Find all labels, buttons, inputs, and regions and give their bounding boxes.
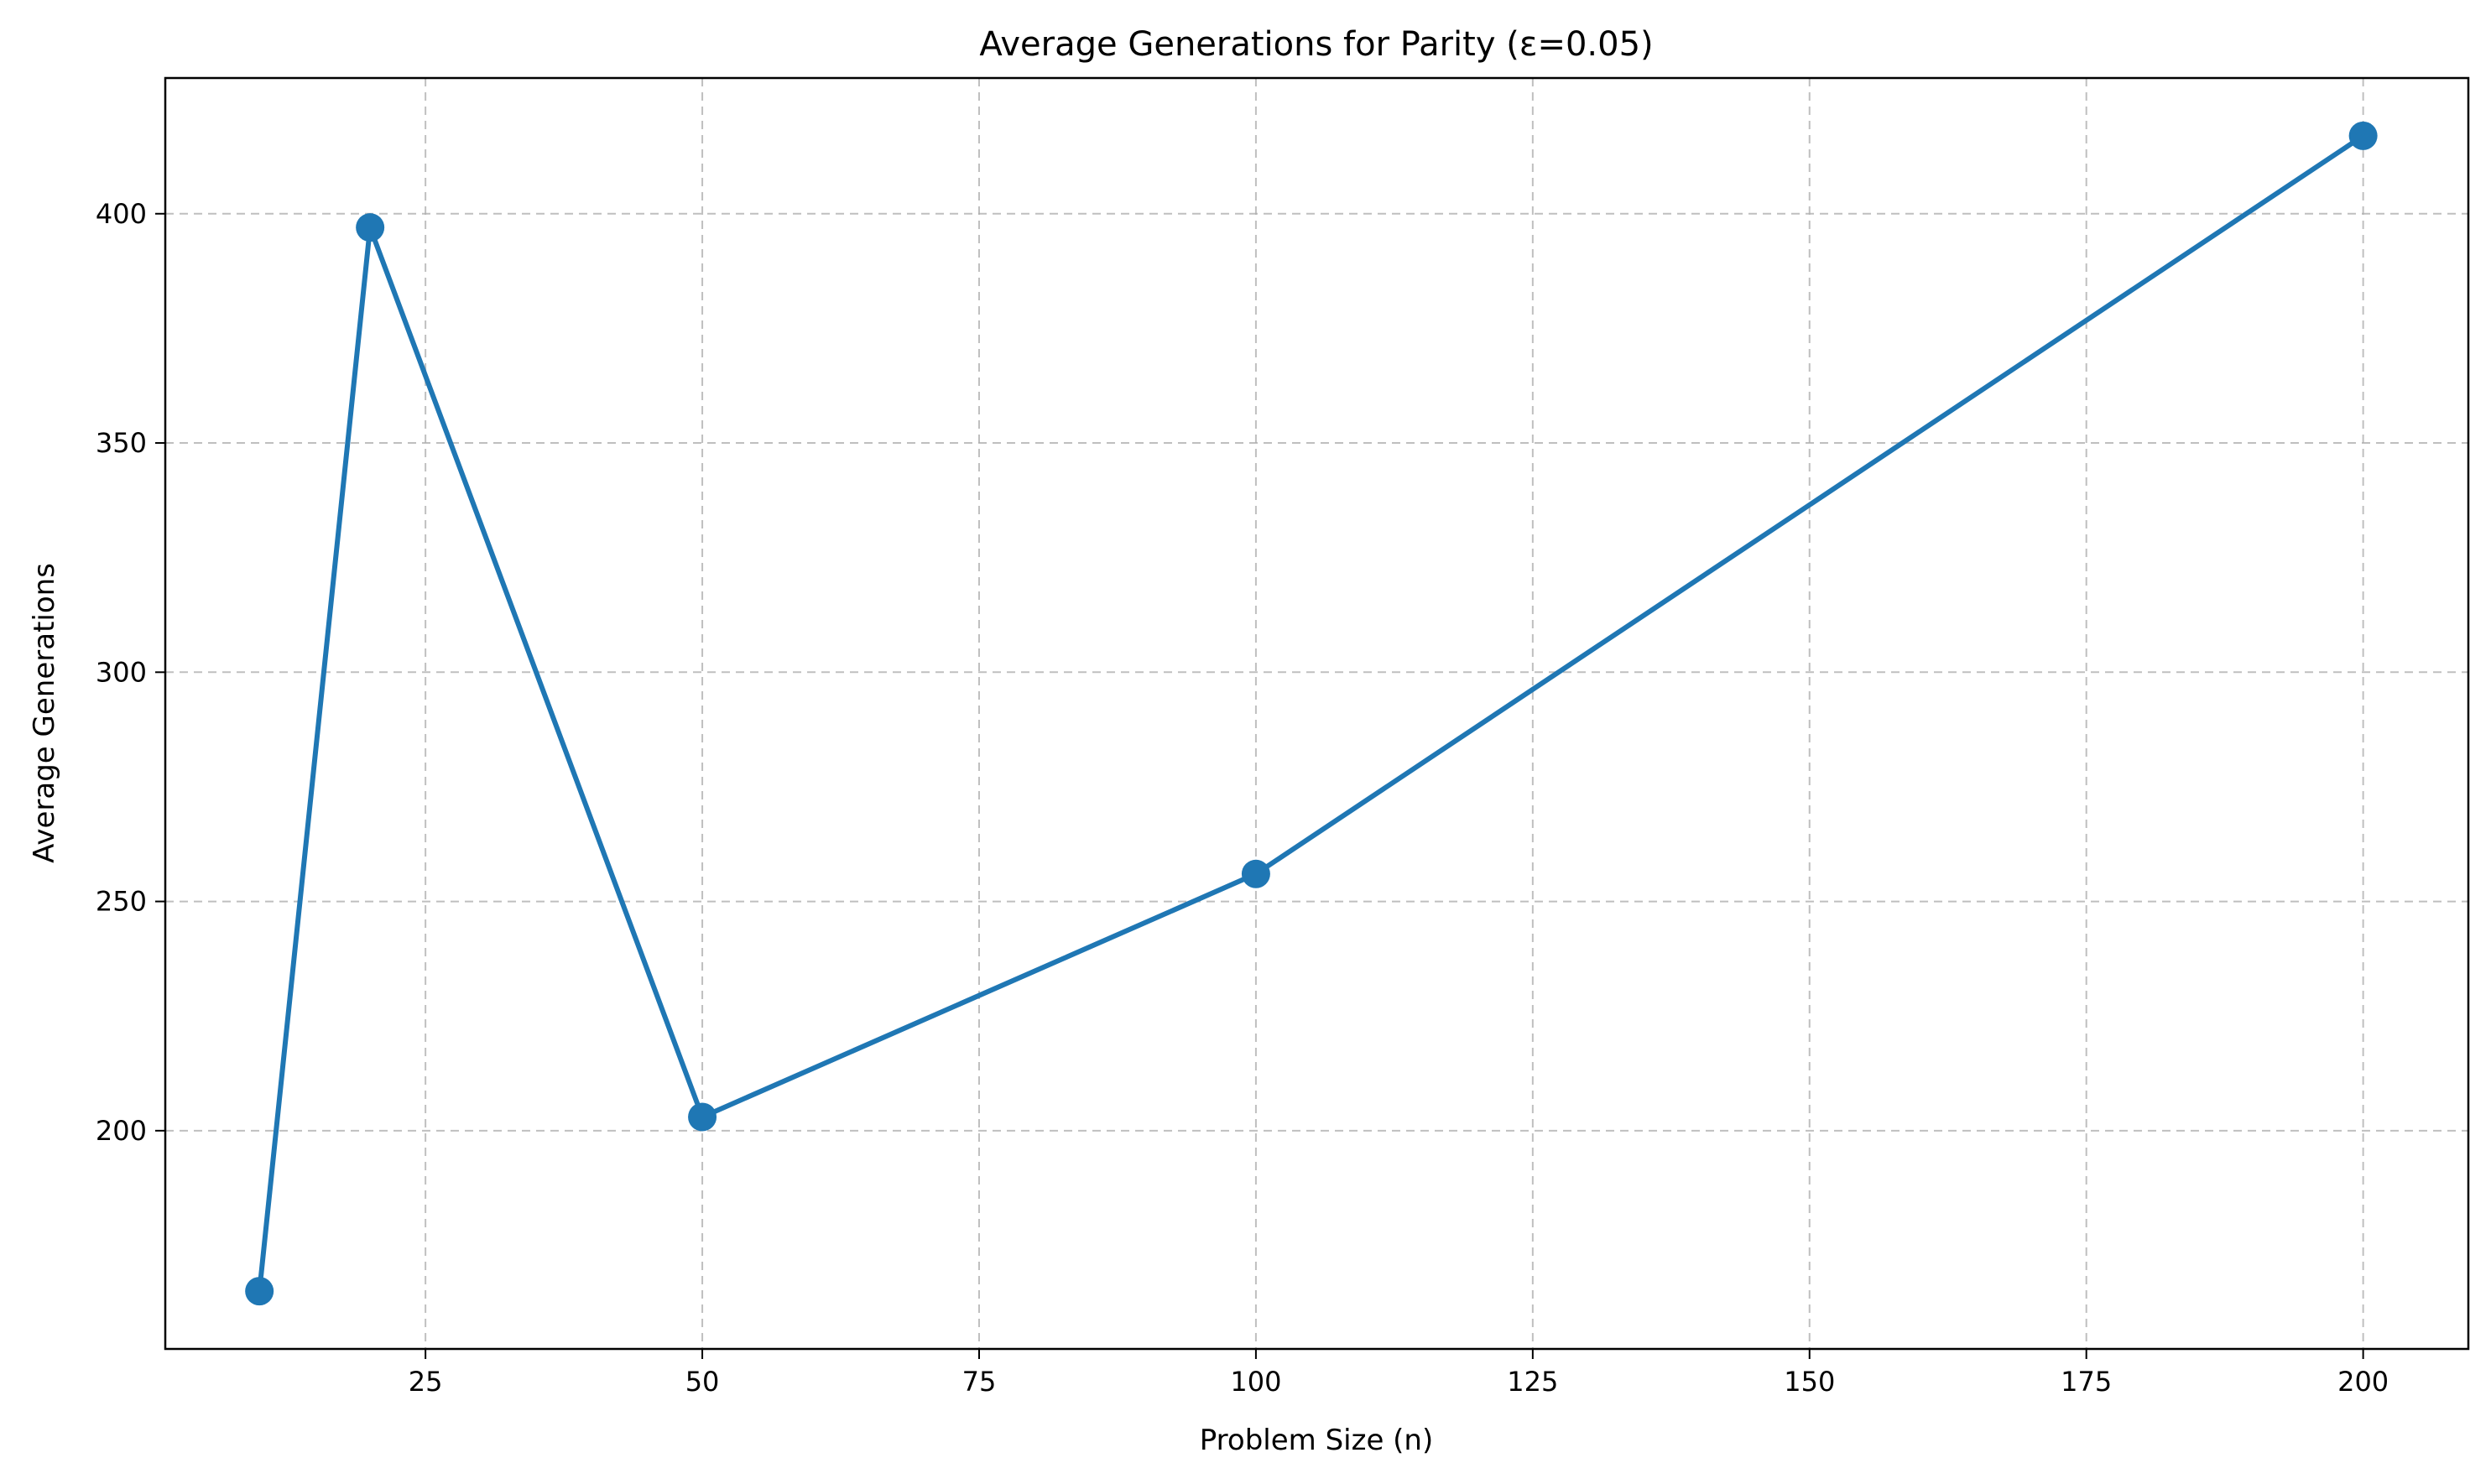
y-tick-label: 400 — [96, 198, 147, 230]
data-point — [245, 1277, 274, 1306]
y-tick-label: 350 — [96, 427, 147, 459]
x-axis-label: Problem Size (n) — [1200, 1424, 1434, 1457]
y-tick-label: 250 — [96, 886, 147, 918]
data-point — [688, 1102, 717, 1132]
x-tick-label: 175 — [2061, 1366, 2112, 1398]
series-layer — [245, 121, 2378, 1306]
x-tick-label: 200 — [2337, 1366, 2389, 1398]
y-tick-label: 200 — [96, 1115, 147, 1147]
x-tick-label: 50 — [685, 1366, 720, 1398]
grid-lines — [165, 78, 2468, 1349]
chart-title: Average Generations for Parity (ε=0.05) — [979, 25, 1653, 64]
plot-frame — [164, 76, 2470, 1351]
y-axis-label: Average Generations — [28, 563, 61, 863]
data-point — [356, 213, 385, 242]
y-tick-label: 300 — [96, 656, 147, 688]
x-tick-label: 25 — [409, 1366, 443, 1398]
x-tick-label: 100 — [1230, 1366, 1281, 1398]
x-tick-label: 150 — [1784, 1366, 1835, 1398]
x-tick-label: 125 — [1507, 1366, 1558, 1398]
series-line — [257, 133, 2365, 1292]
data-point — [2348, 121, 2378, 150]
axis-ticks: 25 50 75 100 125 150 175 200 200 250 300 350 400 — [96, 198, 2389, 1398]
x-tick-label: 75 — [962, 1366, 997, 1398]
data-point — [1241, 859, 1270, 888]
